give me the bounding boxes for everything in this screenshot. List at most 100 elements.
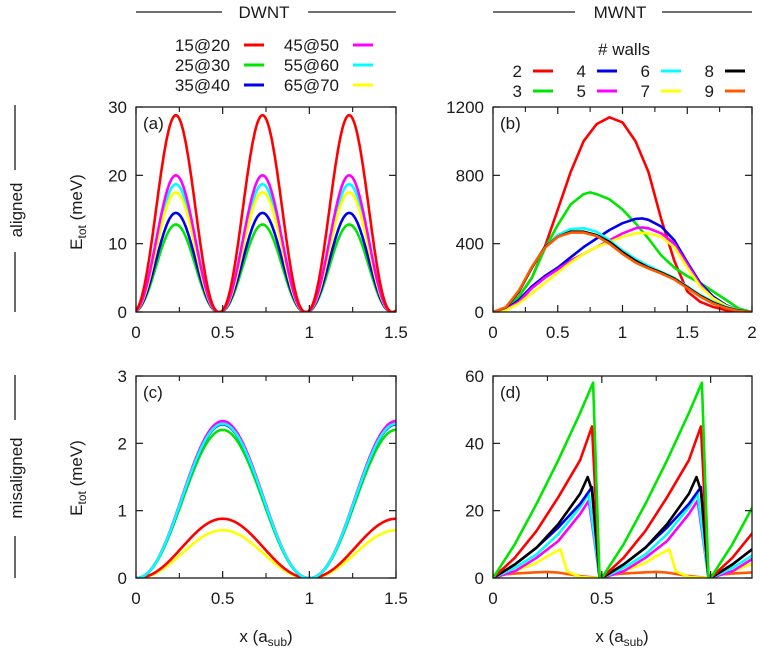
y-tick-label: 1200: [446, 98, 484, 117]
y-tick-label: 40: [465, 434, 484, 453]
legend-label: 7: [641, 82, 650, 101]
y-tick-label: 10: [108, 235, 127, 254]
panel-b-mwnt-aligned: 0 400 800 1200 0 0.5 1 1.5 2 (b): [446, 98, 757, 342]
series-line-6: [493, 492, 752, 578]
series-line-5: [493, 499, 752, 578]
series-line-65@70: [136, 191, 396, 312]
legend-mwnt-title: # walls: [598, 40, 650, 59]
x-tick-label: 1.5: [675, 323, 699, 342]
series-line-55@60: [136, 422, 396, 578]
y-tick-label: 20: [108, 166, 127, 185]
column-header-mwnt: MWNT: [493, 3, 752, 22]
y-tick-label: 1: [118, 502, 127, 521]
series-line-25@30: [136, 223, 396, 312]
legend-label: 45@50: [284, 36, 339, 55]
y-tick-label: 0: [475, 569, 484, 588]
series-line-45@50: [136, 174, 396, 312]
x-tick-label: 0.5: [590, 589, 614, 608]
column-header-dwnt: DWNT: [136, 3, 396, 22]
y-tick-label: 0: [118, 569, 127, 588]
series-line-7: [493, 548, 752, 578]
series-line-15@20: [136, 113, 396, 312]
series-line-35@40: [136, 211, 396, 312]
plot-area: [493, 116, 752, 312]
y-tick-label: 0: [118, 303, 127, 322]
y-tick-label: 60: [465, 367, 484, 386]
panel-label: (d): [500, 383, 521, 402]
panel-label: (b): [500, 114, 521, 133]
legend-label: 5: [577, 82, 586, 101]
x-tick-label: 1: [305, 323, 314, 342]
dwnt-header-label: DWNT: [239, 3, 290, 22]
mwnt-header-label: MWNT: [594, 3, 647, 22]
misaligned-label: misaligned: [7, 437, 26, 518]
legend-label: 4: [577, 62, 586, 81]
x-tick-label: 0.5: [211, 589, 235, 608]
legend-label: 25@30: [175, 56, 230, 75]
plot-area: [136, 113, 396, 312]
x-tick-label: 1.5: [384, 589, 408, 608]
legend-mwnt: # walls 23 45 67 89: [513, 40, 745, 101]
legend-label: 2: [513, 62, 522, 81]
legend-label: 6: [641, 62, 650, 81]
series-line-7: [493, 231, 752, 312]
legend-label: 65@70: [284, 76, 339, 95]
series-line-8: [493, 475, 752, 578]
y-axis-label-top: Etot (meV): [67, 174, 89, 250]
series-line-2: [493, 116, 752, 312]
aligned-label: aligned: [7, 183, 26, 238]
y-tick-label: 30: [108, 98, 127, 117]
panel-label: (c): [143, 383, 163, 402]
row-header-aligned: aligned: [7, 105, 26, 312]
x-tick-label: 0.5: [211, 323, 235, 342]
x-tick-label: 0: [131, 589, 140, 608]
svg-text:x (asub): x (asub): [595, 627, 648, 649]
y-tick-label: 3: [118, 367, 127, 386]
legend-label: 55@60: [284, 56, 339, 75]
series-line-2: [493, 425, 752, 578]
legend-label: 35@40: [175, 76, 230, 95]
series-line-3: [493, 191, 752, 312]
x-tick-label: 0: [131, 323, 140, 342]
panel-label: (a): [143, 114, 164, 133]
x-tick-label: 1: [618, 323, 627, 342]
svg-text:Etot (meV): Etot (meV): [67, 174, 89, 250]
series-line-3: [493, 381, 752, 578]
series-line-9: [493, 231, 752, 312]
svg-text:x (asub): x (asub): [239, 627, 292, 649]
row-header-misaligned: misaligned: [7, 375, 26, 578]
y-axis-label-bottom: Etot (meV): [67, 440, 89, 516]
plot-area: [136, 419, 396, 578]
y-tick-label: 2: [118, 434, 127, 453]
legend-label: 15@20: [175, 36, 230, 55]
svg-text:Etot (meV): Etot (meV): [67, 440, 89, 516]
plot-area: [493, 381, 752, 578]
series-line-15@20: [136, 517, 396, 578]
series-line-9: [493, 570, 752, 578]
x-tick-label: 1: [706, 589, 715, 608]
series-line-4: [493, 485, 752, 578]
series-line-8: [493, 230, 752, 312]
y-tick-label: 400: [456, 235, 484, 254]
legend-label: 8: [705, 62, 714, 81]
x-axis-label-left: x (asub): [239, 627, 292, 649]
x-axis-label-right: x (asub): [595, 627, 648, 649]
y-tick-label: 20: [465, 502, 484, 521]
x-tick-label: 2: [747, 323, 756, 342]
panel-c-dwnt-misaligned: 0 1 2 3 0 0.5 1 1.5 (c): [118, 367, 408, 608]
series-line-65@70: [136, 528, 396, 578]
y-tick-label: 800: [456, 166, 484, 185]
legend-label: 9: [705, 82, 714, 101]
panel-d-mwnt-misaligned: 0 20 40 60 0 0.5 1 (d): [465, 367, 753, 608]
series-line-55@60: [136, 182, 396, 312]
y-tick-label: 0: [475, 303, 484, 322]
plot-frame: [492, 375, 753, 579]
x-tick-label: 1: [305, 589, 314, 608]
x-tick-label: 0.5: [546, 323, 570, 342]
x-tick-label: 1.5: [384, 323, 408, 342]
x-tick-label: 0: [488, 323, 497, 342]
plot-frame: [135, 375, 397, 579]
legend-label: 3: [513, 82, 522, 101]
